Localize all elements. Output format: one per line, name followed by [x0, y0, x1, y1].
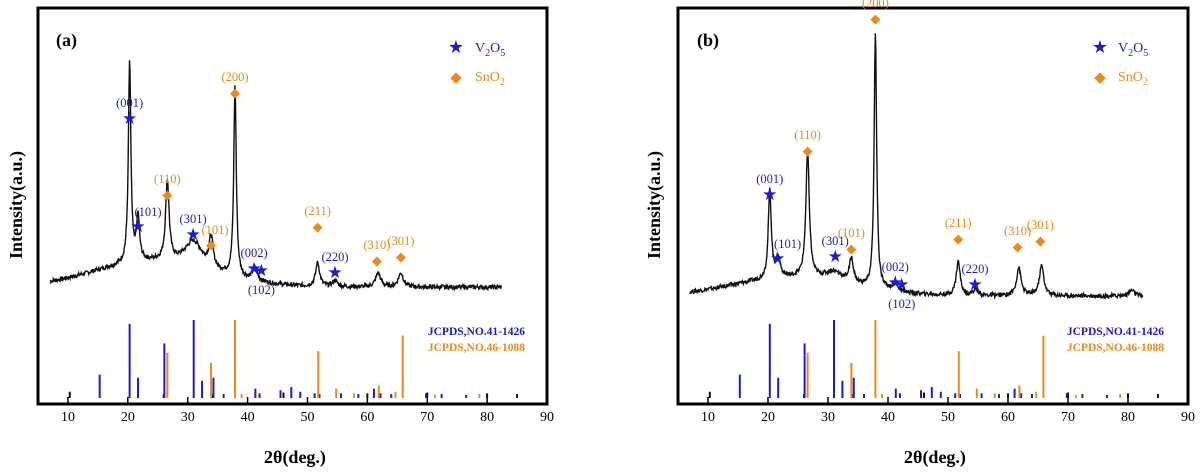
xrd-curve [689, 33, 1144, 300]
x-tick-label: 80 [1121, 410, 1135, 425]
y-axis-label: Intensity(a.u.) [644, 151, 665, 259]
diamond-icon: ◆ [372, 254, 382, 269]
diamond-icon: ◆ [803, 144, 813, 159]
peak-label: (211) [945, 216, 972, 230]
star-icon: ★ [185, 225, 200, 245]
peak-label: (102) [248, 283, 275, 297]
peak-label: (310) [363, 238, 390, 252]
diamond-icon: ◆ [313, 220, 323, 235]
peak-label: (101) [202, 223, 229, 237]
xrd-panel-b: Intensity(a.u.) 2θ(deg.) (b) ★ V2O5 ◆ Sn… [644, 0, 1195, 468]
reference-label-v2o5: JCPDS,NO.41-1426 [428, 326, 525, 338]
peak-label: (110) [794, 128, 821, 142]
diamond-icon: ◆ [206, 238, 216, 253]
diamond-icon: ◆ [450, 70, 462, 86]
xrd-panel-a: Intensity(a.u.) 2θ(deg.) (a) ★ V2O5 ◆ Sn… [6, 6, 554, 468]
peak-label: (301) [822, 234, 849, 248]
x-tick-label: 40 [881, 410, 895, 425]
legend-label-sno2: SnO2 [475, 70, 505, 88]
reference-label-sno2: JCPDS,NO.46-1088 [1067, 342, 1164, 354]
legend-item-sno2: ◆ SnO2 [1094, 70, 1148, 88]
peak-label: (301) [1027, 218, 1054, 232]
star-icon: ★ [894, 275, 909, 295]
star-icon: ★ [967, 275, 982, 295]
diamond-icon: ◆ [162, 188, 172, 203]
diamond-icon: ◆ [1094, 70, 1106, 86]
peak-label: (101) [134, 205, 161, 219]
x-tick-label: 10 [61, 410, 75, 425]
x-tick-label: 70 [1061, 410, 1075, 425]
peak-label: (220) [961, 262, 988, 276]
peak-label: (200) [221, 70, 248, 84]
peak-label: (002) [241, 246, 268, 260]
x-tick-label: 50 [941, 410, 955, 425]
plot-frame [676, 6, 1190, 406]
star-icon: ★ [762, 185, 777, 205]
peak-label: (301) [387, 234, 414, 248]
panel-label: (b) [697, 30, 719, 51]
diamond-icon: ◆ [230, 86, 240, 101]
x-tick-label: 50 [300, 410, 314, 425]
diamond-icon: ◆ [870, 12, 880, 27]
panel-label: (a) [56, 30, 77, 51]
diamond-icon: ◆ [953, 232, 963, 247]
star-icon: ★ [770, 249, 785, 269]
y-axis-label: Intensity(a.u.) [6, 151, 27, 259]
peak-label: (001) [116, 96, 143, 110]
x-axis-label: 2θ(deg.) [904, 447, 966, 468]
diamond-icon: ◆ [1013, 240, 1023, 255]
star-icon: ★ [327, 263, 342, 283]
legend: ★ V2O5 ◆ SnO2 [1092, 37, 1148, 88]
x-tick-label: 90 [1181, 410, 1195, 425]
peak-label: (101) [774, 237, 801, 251]
x-tick-label: 40 [241, 410, 255, 425]
x-tick-label: 60 [360, 410, 374, 425]
reference-label-sno2: JCPDS,NO.46-1088 [428, 342, 525, 354]
legend-item-v2o5: ★ V2O5 [1092, 37, 1148, 59]
star-icon: ★ [1092, 37, 1108, 57]
x-tick-label: 60 [1001, 410, 1015, 425]
star-icon: ★ [254, 261, 269, 281]
star-icon: ★ [122, 109, 137, 129]
peak-label: (002) [882, 260, 909, 274]
legend: ★ V2O5 ◆ SnO2 [448, 37, 505, 88]
x-tick-label: 20 [761, 410, 775, 425]
x-tick-label: 90 [540, 410, 554, 425]
x-tick-label: 20 [121, 410, 135, 425]
peak-label: (211) [304, 204, 331, 218]
legend-label-v2o5: V2O5 [475, 41, 505, 59]
peak-label: (200) [862, 0, 889, 10]
x-tick-label: 30 [181, 410, 195, 425]
star-icon: ★ [448, 37, 464, 57]
peak-label: (301) [180, 212, 207, 226]
peak-label: (001) [756, 172, 783, 186]
x-tick-label: 10 [701, 410, 715, 425]
peak-label: (102) [888, 297, 915, 311]
legend-label-sno2: SnO2 [1118, 70, 1148, 88]
diamond-icon: ◆ [396, 250, 406, 265]
star-icon: ★ [888, 273, 903, 293]
star-icon: ★ [130, 217, 145, 237]
reference-label-v2o5: JCPDS,NO.41-1426 [1067, 326, 1164, 338]
x-tick-label: 70 [420, 410, 434, 425]
xrd-curve [49, 60, 502, 292]
peak-label: (101) [838, 226, 865, 240]
peak-label: (110) [154, 172, 181, 186]
x-tick-label: 80 [480, 410, 494, 425]
diamond-icon: ◆ [846, 242, 856, 257]
star-icon: ★ [247, 259, 262, 279]
legend-item-v2o5: ★ V2O5 [448, 37, 505, 59]
legend-item-sno2: ◆ SnO2 [450, 70, 505, 88]
x-tick-label: 30 [821, 410, 835, 425]
diamond-icon: ◆ [1035, 234, 1045, 249]
peak-label: (310) [1004, 224, 1031, 238]
plot-frame [36, 6, 549, 406]
legend-label-v2o5: V2O5 [1118, 41, 1148, 59]
x-axis-label: 2θ(deg.) [264, 447, 326, 468]
star-icon: ★ [828, 247, 843, 267]
peak-label: (220) [321, 250, 348, 264]
